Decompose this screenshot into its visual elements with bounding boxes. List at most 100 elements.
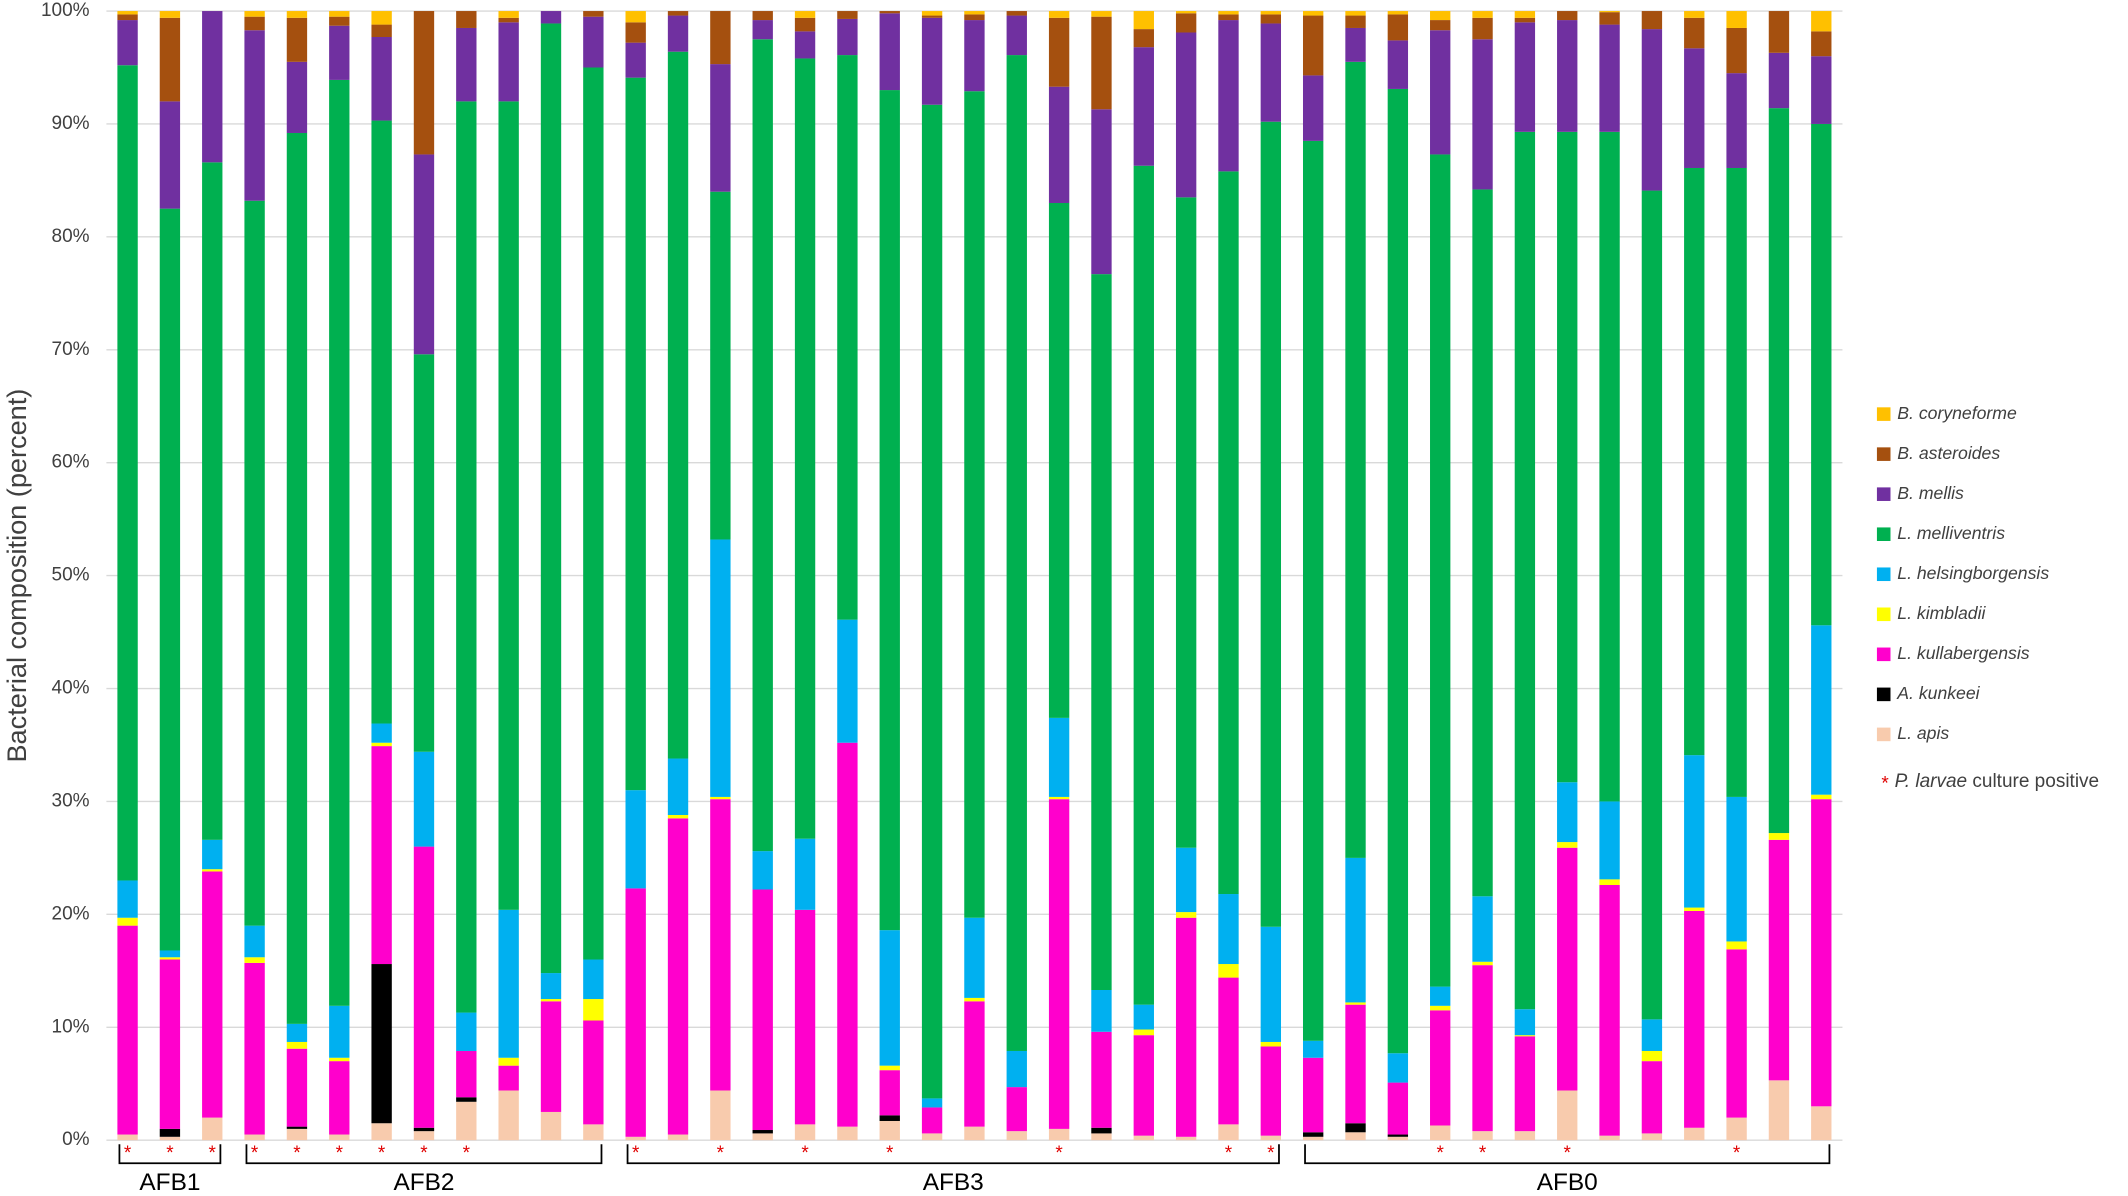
- bar-segment: [1430, 11, 1451, 21]
- bar-segment: [202, 839, 223, 870]
- bar-segment: [583, 959, 604, 1000]
- y-tick-label: 40%: [52, 678, 90, 699]
- bar-segment: [1472, 39, 1493, 190]
- bar-segment: [1726, 796, 1747, 942]
- bar-segment: [1345, 11, 1366, 16]
- bar-segment: [583, 1020, 604, 1125]
- bar-segment: [1726, 949, 1747, 1118]
- bar-segment: [879, 13, 900, 91]
- culture-positive-star: *: [378, 1143, 386, 1164]
- bar-segment: [540, 999, 562, 1002]
- bar-segment: [371, 37, 392, 121]
- bar-segment: [1641, 1061, 1663, 1134]
- bar-segment: [879, 930, 900, 1066]
- bar-segment: [1091, 1127, 1112, 1134]
- bar-segment: [921, 1098, 943, 1108]
- bar-segment: [286, 132, 308, 1024]
- bar-segment: [625, 1136, 646, 1141]
- bar-segment: [625, 42, 646, 78]
- bar-segment: [1345, 15, 1366, 28]
- bar-segment: [286, 1041, 308, 1049]
- bar-segment: [1302, 75, 1324, 141]
- bar-segment: [202, 1117, 223, 1141]
- bar-segment: [1641, 1133, 1663, 1141]
- bar-segment: [1430, 154, 1451, 987]
- culture-positive-star: *: [1267, 1143, 1275, 1164]
- bar-segment: [710, 799, 731, 1091]
- bar-segment: [1726, 941, 1747, 950]
- bar-segment: [1472, 11, 1493, 18]
- bar-segment: [244, 925, 265, 958]
- bar-segment: [1472, 1131, 1493, 1141]
- bar-segment: [202, 11, 223, 163]
- bar-segment: [456, 11, 477, 28]
- bar-segment: [286, 61, 308, 133]
- bar-segment: [456, 1012, 477, 1051]
- bar-segment: [413, 11, 435, 155]
- legend-label: B. mellis: [1897, 483, 1964, 503]
- bar-segment: [879, 90, 900, 931]
- bar-segment: [1641, 1050, 1663, 1062]
- bar-segment: [921, 104, 943, 1099]
- bar-segment: [1175, 32, 1197, 198]
- bar-segment: [1218, 11, 1239, 15]
- bar-segment: [1472, 189, 1493, 897]
- bar-segment: [794, 11, 816, 18]
- bar-segment: [1260, 11, 1282, 15]
- bar-segment: [498, 101, 519, 910]
- bar-segment: [1218, 14, 1239, 21]
- legend-label: B. asteroides: [1897, 443, 2000, 463]
- bar-segment: [921, 1107, 943, 1134]
- bar-segment: [1133, 1035, 1154, 1136]
- bar-segment: [1599, 884, 1620, 1136]
- bar-segment: [202, 869, 223, 872]
- culture-positive-star: *: [251, 1143, 259, 1164]
- bar-segment: [1514, 1131, 1536, 1141]
- bar-segment: [244, 1134, 265, 1141]
- y-tick-label: 70%: [52, 339, 90, 360]
- bar-segment: [583, 67, 604, 960]
- bar-segment: [413, 154, 435, 355]
- bar-segment: [583, 1124, 604, 1141]
- bar-segment: [159, 17, 181, 102]
- bar-segment: [1684, 17, 1705, 49]
- bar-segment: [1091, 274, 1112, 991]
- bar-segment: [1768, 108, 1790, 834]
- bar-segment: [1472, 896, 1493, 962]
- bar-segment: [159, 950, 181, 958]
- culture-positive-star: *: [801, 1143, 809, 1164]
- bar-segment: [1387, 88, 1409, 1054]
- bar-segment: [456, 1101, 477, 1141]
- bar-segment: [752, 1133, 773, 1141]
- bar-segment: [1768, 833, 1790, 840]
- y-tick-label: 10%: [52, 1016, 90, 1037]
- bar-segment: [329, 16, 350, 26]
- legend-label: L. helsingborgensis: [1897, 563, 2049, 583]
- legend-swatch: [1876, 607, 1891, 622]
- bar-segment: [667, 818, 689, 1135]
- bar-segment: [1641, 29, 1663, 191]
- legend-swatch: [1876, 447, 1891, 461]
- bar-segment: [286, 1128, 308, 1141]
- bar-segment: [1091, 1133, 1112, 1141]
- legend-swatch: [1876, 647, 1891, 662]
- bar-segment: [159, 11, 181, 18]
- bar-segment: [1218, 1124, 1239, 1141]
- bar-segment: [1684, 167, 1705, 756]
- bar-segment: [371, 746, 392, 965]
- group-label: AFB1: [139, 1169, 200, 1196]
- bar-segment: [1684, 11, 1705, 18]
- bar-segment: [667, 1134, 689, 1141]
- bar-segment: [1048, 86, 1070, 203]
- bar-segment: [1133, 1004, 1154, 1030]
- legend-swatch: [1876, 567, 1891, 582]
- bar-segment: [1472, 965, 1493, 1132]
- bar-segment: [1345, 1123, 1366, 1133]
- bar-segment: [498, 909, 519, 1058]
- bar-segment: [1430, 1010, 1451, 1126]
- culture-positive-star: *: [1225, 1143, 1233, 1164]
- culture-positive-star: *: [886, 1143, 894, 1164]
- bar-segment: [921, 1133, 943, 1141]
- bar-segment: [244, 200, 265, 926]
- bar-segment: [1387, 11, 1409, 15]
